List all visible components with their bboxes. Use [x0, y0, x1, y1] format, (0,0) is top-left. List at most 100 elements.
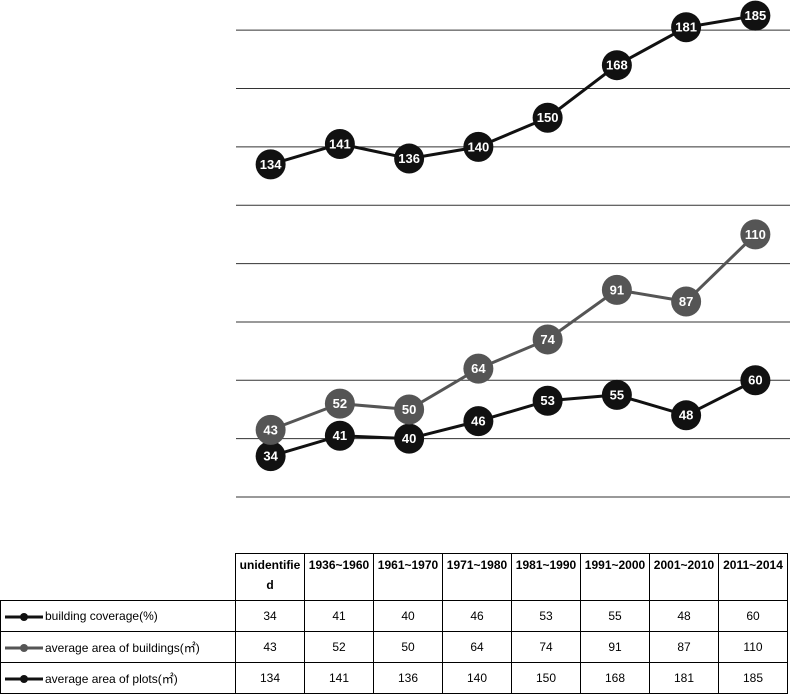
- series-row: building coverage(%) 34 41 40 46 53 55 48 60: [0, 600, 788, 632]
- data-label: 134: [260, 157, 282, 172]
- point: [601, 50, 632, 81]
- point: [463, 353, 494, 384]
- data-label: 48: [679, 408, 693, 423]
- value-cell: 91: [580, 631, 650, 663]
- category-cell: 2011~2014: [718, 553, 788, 601]
- point: [601, 379, 632, 410]
- point: [532, 385, 563, 416]
- value-cell: 52: [304, 631, 374, 663]
- point: [671, 400, 702, 431]
- legend-cell: average area of buildings(㎡): [0, 631, 236, 663]
- data-label: 168: [606, 58, 628, 73]
- point: [532, 324, 563, 355]
- legend-icon: [5, 644, 43, 653]
- point: [394, 143, 425, 174]
- data-label: 52: [333, 396, 347, 411]
- data-label: 136: [398, 151, 420, 166]
- data-label: 34: [263, 449, 278, 464]
- legend-label: average area of buildings(㎡): [45, 640, 200, 655]
- chart: 34 41 40 46 53 55 48 60 43 52 50 64 74 91 87 110 134 141 1…: [236, 0, 790, 498]
- data-label: 141: [329, 136, 351, 151]
- value-cell: 43: [235, 631, 305, 663]
- legend-dot: [20, 675, 28, 684]
- value-cell: 64: [442, 631, 512, 663]
- value-cell: 41: [304, 600, 374, 632]
- category-cell: 1981~1990: [511, 553, 581, 601]
- value-cell: 87: [649, 631, 719, 663]
- data-label: 43: [263, 422, 277, 437]
- value-cell: 185: [718, 662, 788, 694]
- value-cell: 40: [373, 600, 443, 632]
- category-cell: 1961~1970: [373, 553, 443, 601]
- data-label: 150: [537, 110, 559, 125]
- point: [255, 441, 286, 472]
- data-label: 74: [540, 332, 555, 347]
- data-label: 50: [402, 402, 416, 417]
- point: [324, 420, 355, 451]
- legend-label: average area of plots(㎡): [45, 671, 178, 686]
- data-label: 91: [610, 282, 624, 297]
- value-cell: 48: [649, 600, 719, 632]
- point: [671, 12, 702, 43]
- point: [394, 394, 425, 425]
- category-cell: unidentified: [235, 553, 305, 601]
- legend-icon: [5, 675, 43, 684]
- category-cell: 1971~1980: [442, 553, 512, 601]
- header-row: unidentified 1936~1960 1961~1970 1971~1980 1…: [1, 553, 788, 601]
- point: [740, 0, 771, 31]
- point: [740, 365, 771, 396]
- legend-icon: [5, 612, 43, 621]
- point: [601, 274, 632, 305]
- point: [463, 406, 494, 437]
- data-label: 185: [745, 8, 767, 23]
- series-row: average area of buildings(㎡) 43 52 50 64 74 91…: [0, 631, 788, 663]
- data-label: 181: [675, 20, 697, 35]
- data-label: 110: [745, 227, 766, 242]
- value-cell: 134: [235, 662, 305, 694]
- value-cell: 55: [580, 600, 650, 632]
- value-cell: 136: [373, 662, 443, 694]
- legend-label: building coverage(%): [45, 609, 158, 623]
- value-cell: 46: [442, 600, 512, 632]
- point: [394, 423, 425, 454]
- point: [255, 414, 286, 445]
- data-label: 87: [679, 294, 693, 309]
- data-table: unidentified 1936~1960 1961~1970 1971~1980 1…: [0, 553, 788, 694]
- data-label: 46: [471, 414, 485, 429]
- data-label: 40: [402, 431, 416, 446]
- point: [324, 128, 355, 159]
- legend-cell: average area of plots(㎡): [0, 662, 236, 694]
- legend-cell: building coverage(%): [0, 600, 236, 632]
- category-cell: 1991~2000: [580, 553, 650, 601]
- value-cell: 74: [511, 631, 581, 663]
- category-cell: 1936~1960: [304, 553, 374, 601]
- value-cell: 50: [373, 631, 443, 663]
- value-cell: 53: [511, 600, 581, 632]
- data-label: 55: [610, 387, 624, 402]
- value-cell: 181: [649, 662, 719, 694]
- data-label: 64: [471, 361, 486, 376]
- point: [324, 388, 355, 419]
- value-cell: 168: [580, 662, 650, 694]
- value-cell: 110: [718, 631, 788, 663]
- point: [671, 286, 702, 317]
- point: [255, 149, 286, 180]
- value-cell: 150: [511, 662, 581, 694]
- legend-dot: [20, 612, 28, 621]
- point: [532, 102, 563, 133]
- category-cell: 2001~2010: [649, 553, 719, 601]
- legend-dot: [20, 644, 28, 653]
- value-cell: 140: [442, 662, 512, 694]
- series-row: average area of plots(㎡) 134 141 136 140 150 1…: [0, 662, 788, 694]
- data-label: 53: [540, 393, 554, 408]
- point: [463, 131, 494, 162]
- value-cell: 34: [235, 600, 305, 632]
- point: [740, 219, 771, 250]
- value-cell: 60: [718, 600, 788, 632]
- data-label: 140: [468, 139, 490, 154]
- value-cell: 141: [304, 662, 374, 694]
- blank-cell: [1, 554, 236, 601]
- data-label: 41: [333, 428, 347, 443]
- data-label: 60: [748, 373, 762, 388]
